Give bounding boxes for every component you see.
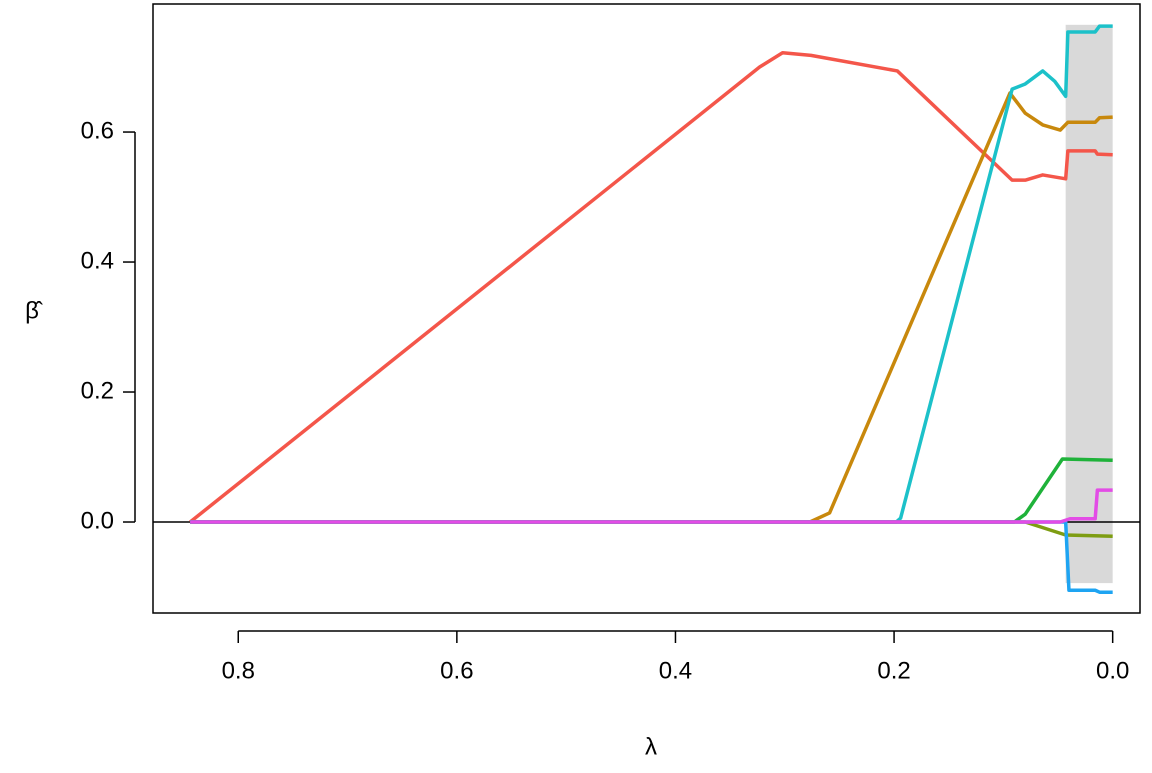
series-line [190, 24, 1113, 524]
series-line [190, 488, 1113, 524]
shade-band [1065, 24, 1113, 584]
series-line [190, 91, 1113, 524]
x-tick-label: 0.0 [1096, 657, 1129, 684]
series-line [190, 520, 1113, 539]
x-axis-label: λ [645, 733, 657, 760]
series-line [189, 50, 1113, 524]
series-line [190, 520, 1113, 594]
y-tick-label: 0.4 [81, 247, 114, 274]
y-tick-label: 0.6 [81, 117, 114, 144]
x-tick-label: 0.6 [440, 657, 473, 684]
x-tick-label: 0.8 [222, 657, 255, 684]
plot-frame [152, 3, 1141, 614]
x-tick-label: 0.2 [877, 657, 910, 684]
y-tick-label: 0.2 [81, 377, 114, 404]
x-tick-label: 0.4 [659, 657, 692, 684]
series-line [190, 457, 1113, 524]
y-tick-label: 0.0 [81, 507, 114, 534]
y-axis-label: β̂ [25, 297, 43, 324]
